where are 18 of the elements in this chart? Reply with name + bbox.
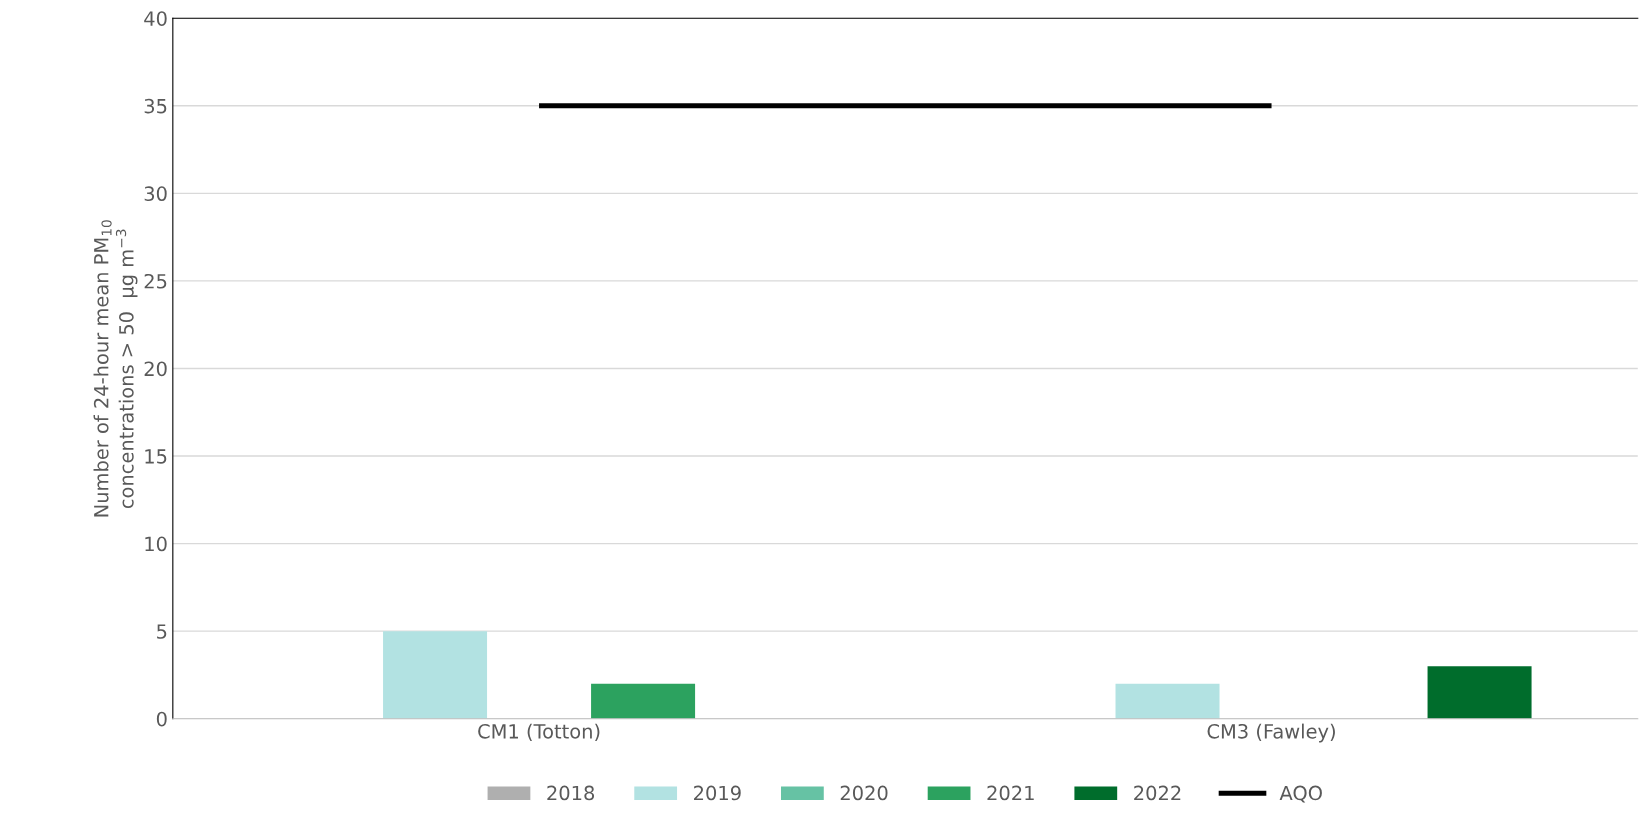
- y-tick-label: 30: [144, 186, 167, 202]
- y-tick-label: 35: [144, 98, 167, 114]
- x-tick-label: CM3 (Fawley): [1207, 723, 1335, 743]
- y-tick-label: 20: [144, 361, 167, 377]
- y-tick-label: 15: [145, 449, 167, 464]
- x-tick-label: CM1 (Totton): [478, 723, 600, 741]
- y-tick-label: 10: [145, 536, 167, 552]
- legend-label: 2018: [547, 785, 595, 801]
- y-tick-label: 5: [157, 624, 167, 639]
- legend-label: 2021: [987, 785, 1034, 801]
- y-tick-label: 25: [144, 273, 167, 289]
- legend-label: AQO: [1279, 785, 1322, 803]
- y-tick-label: 0: [156, 711, 167, 727]
- legend-label: 2019: [694, 785, 741, 801]
- legend-label: 2022: [1134, 785, 1181, 801]
- text: Number of 24-hour mean PM$_{10}$ concentrations > 50 μg m$^{−3}$: [93, 220, 138, 517]
- y-tick-label: 40: [144, 11, 167, 26]
- legend-label: 2020: [840, 785, 888, 801]
